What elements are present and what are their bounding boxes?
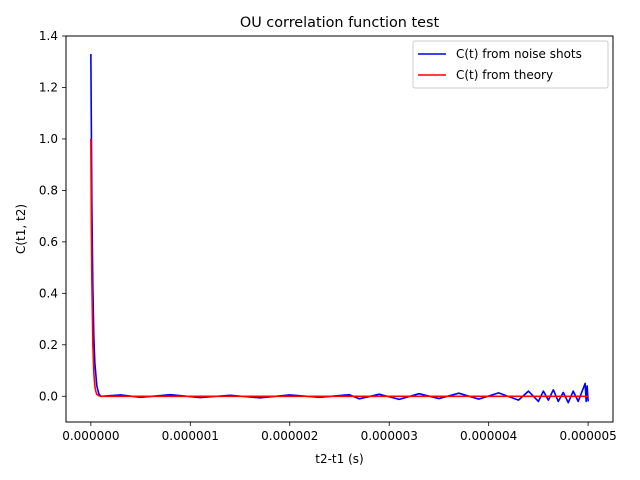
x-tick-label: 0.000001 [162,429,219,443]
series-layer [90,54,589,404]
y-tick-label: 0.6 [39,235,58,249]
x-tick-label: 0.000005 [560,429,617,443]
legend-label-noise-shots: C(t) from noise shots [456,47,582,61]
y-tick-label: 0.4 [39,286,58,300]
y-tick-label: 0.8 [39,183,58,197]
x-axis-ticks: 0.000000 0.000001 0.000002 0.000003 0.000004… [62,422,617,443]
chart-title: OU correlation function test [240,15,440,31]
x-tick-label: 0.000004 [460,429,517,443]
y-tick-label: 1.4 [39,29,58,43]
legend-label-theory: C(t) from theory [456,68,553,82]
axes-frame [65,35,614,423]
series-line-0 [90,54,589,404]
y-tick-label: 1.0 [39,132,58,146]
x-tick-label: 0.000000 [62,429,119,443]
legend: C(t) from noise shots C(t) from theory [412,40,609,89]
y-axis-title: C(t1, t2) [14,204,28,254]
legend-box [412,40,609,89]
x-axis-title: t2-t1 (s) [315,452,363,466]
x-tick-label: 0.000002 [261,429,318,443]
y-tick-label: 0.2 [39,338,58,352]
y-tick-label: 1.2 [39,80,58,94]
y-axis-ticks: 0.0 0.2 0.4 0.6 0.8 1.0 1.2 1.4 [39,29,66,403]
series-line-1 [90,138,589,398]
x-tick-label: 0.000003 [361,429,418,443]
y-tick-label: 0.0 [39,389,58,403]
